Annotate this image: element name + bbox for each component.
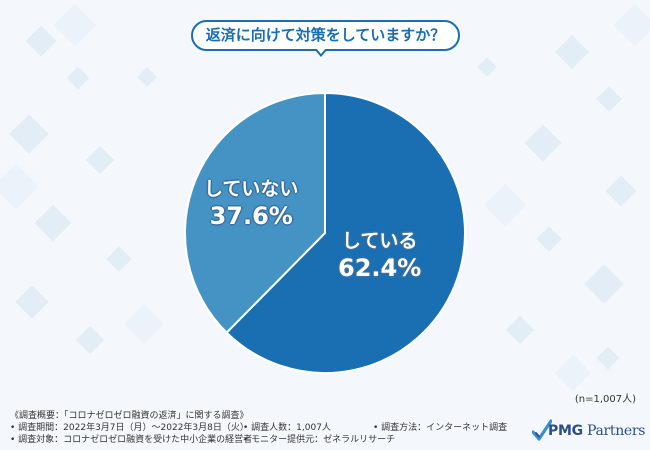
slice-label-shiteiru: している 62.4% <box>338 229 421 283</box>
survey-method: • 調査方法：インターネット調査 <box>373 423 508 433</box>
pie-slice-1 <box>184 91 326 335</box>
survey-summary: 《調査概要：「コロナゼロゼロ融資の返済」に関する調査》 • 調査期間：2022年… <box>10 410 540 446</box>
survey-heading: 《調査概要：「コロナゼロゼロ融資の返済」に関する調査》 <box>10 411 249 421</box>
survey-row: • 調査期間：2022年3月7日（月）～2022年3月8日（火） • 調査人数：… <box>10 422 540 434</box>
survey-period: • 調査期間：2022年3月7日（月）～2022年3月8日（火） <box>10 423 249 433</box>
survey-count: • 調査人数：1,007人 <box>243 423 331 433</box>
survey-target: • 調査対象：コロナゼロゼロ融資を受けた中小企業の経営者 <box>10 435 253 445</box>
slice-label-text: している <box>341 230 418 252</box>
survey-row: • 調査対象：コロナゼロゼロ融資を受けた中小企業の経営者 • モニター提供元：ゼ… <box>10 434 540 446</box>
slice-percent: 62.4% <box>338 254 422 282</box>
logo-wordmark: PMG Partners <box>548 423 646 439</box>
logo-check-icon <box>532 419 552 441</box>
title-pointer-inner <box>316 48 326 54</box>
sample-size-note: (n=1,007人) <box>574 394 636 405</box>
pmg-partners-logo: PMG Partners <box>532 418 646 444</box>
pie-slice-0 <box>225 91 466 374</box>
slice-label-shiteinai: していない 37.6% <box>204 177 298 231</box>
slice-label-text: していない <box>204 178 299 200</box>
slice-percent: 37.6% <box>209 202 293 230</box>
survey-provider: • モニター提供元：ゼネラルリサーチ <box>243 435 396 445</box>
